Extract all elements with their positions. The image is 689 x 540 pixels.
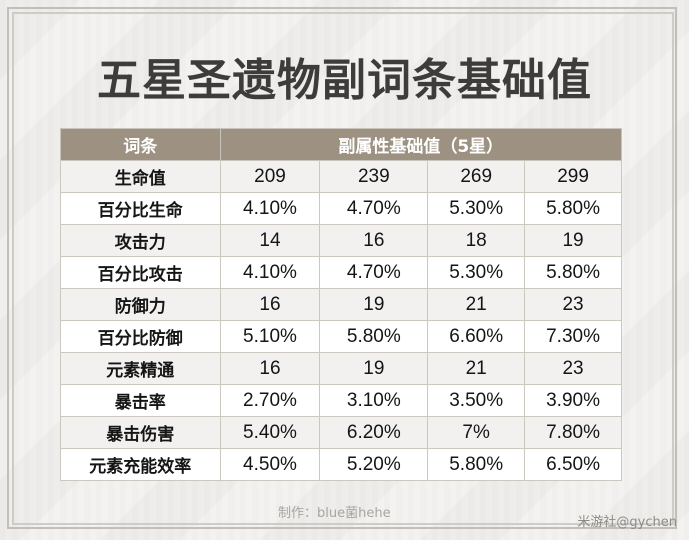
cell-value: 16 xyxy=(219,288,321,321)
cell-value: 19 xyxy=(319,352,429,385)
cell-value: 6.60% xyxy=(427,320,526,353)
table-row: 百分比生命 4.10% 4.70% 5.30% 5.80% xyxy=(60,192,622,225)
cell-value: 19 xyxy=(524,224,622,257)
substat-table: 词条 副属性基础值（5星） 生命值 209 239 269 299 百分比生命 … xyxy=(60,128,623,481)
cell-value: 2.70% xyxy=(219,384,321,417)
table-row: 攻击力 14 16 18 19 xyxy=(60,224,622,257)
author-credit: 制作：blue菌hehe xyxy=(278,506,391,521)
row-label: 百分比防御 xyxy=(60,320,221,353)
cell-value: 299 xyxy=(524,160,622,193)
cell-value: 6.20% xyxy=(319,416,429,449)
table-row: 生命值 209 239 269 299 xyxy=(60,160,622,193)
inner-frame xyxy=(12,12,674,525)
cell-value: 5.80% xyxy=(427,448,526,481)
cell-value: 6.50% xyxy=(524,448,622,481)
row-label: 百分比生命 xyxy=(60,192,221,225)
table-row: 防御力 16 19 21 23 xyxy=(60,288,622,321)
cell-value: 3.50% xyxy=(427,384,526,417)
cell-value: 4.10% xyxy=(219,256,321,289)
cell-value: 4.10% xyxy=(219,192,321,225)
cell-value: 7% xyxy=(427,416,526,449)
cell-value: 23 xyxy=(524,352,622,385)
table-row: 百分比攻击 4.10% 4.70% 5.30% 5.80% xyxy=(60,256,622,289)
cell-value: 21 xyxy=(427,352,526,385)
row-label: 百分比攻击 xyxy=(60,256,221,289)
table-row: 暴击率 2.70% 3.10% 3.50% 3.90% xyxy=(60,384,622,417)
cell-value: 3.10% xyxy=(319,384,429,417)
page-title: 五星圣遗物副词条基础值 xyxy=(97,55,592,106)
table-row: 百分比防御 5.10% 5.80% 6.60% 7.30% xyxy=(60,320,622,353)
cell-value: 18 xyxy=(427,224,526,257)
header-base-values: 副属性基础值（5星） xyxy=(219,128,623,161)
header-stat-name: 词条 xyxy=(60,128,221,161)
cell-value: 5.80% xyxy=(524,192,622,225)
cell-value: 5.80% xyxy=(319,320,429,353)
cell-value: 3.90% xyxy=(524,384,622,417)
row-label: 暴击率 xyxy=(60,384,221,417)
row-label: 生命值 xyxy=(60,160,221,193)
cell-value: 16 xyxy=(219,352,321,385)
table-row: 暴击伤害 5.40% 6.20% 7% 7.80% xyxy=(60,416,622,449)
cell-value: 4.70% xyxy=(319,256,429,289)
cell-value: 14 xyxy=(219,224,321,257)
cell-value: 5.30% xyxy=(427,256,526,289)
cell-value: 4.70% xyxy=(319,192,429,225)
cell-value: 19 xyxy=(319,288,429,321)
outer-frame xyxy=(7,7,677,529)
row-label: 攻击力 xyxy=(60,224,221,257)
cell-value: 239 xyxy=(319,160,429,193)
cell-value: 7.80% xyxy=(524,416,622,449)
row-label: 元素精通 xyxy=(60,352,221,385)
cell-value: 5.20% xyxy=(319,448,429,481)
cell-value: 5.10% xyxy=(219,320,321,353)
table-header-row: 词条 副属性基础值（5星） xyxy=(60,128,623,161)
source-watermark: 米游社@gychen xyxy=(577,515,677,530)
cell-value: 23 xyxy=(524,288,622,321)
table-row: 元素充能效率 4.50% 5.20% 5.80% 6.50% xyxy=(60,448,622,481)
cell-value: 269 xyxy=(427,160,526,193)
cell-value: 5.30% xyxy=(427,192,526,225)
cell-value: 7.30% xyxy=(524,320,622,353)
cell-value: 21 xyxy=(427,288,526,321)
cell-value: 5.80% xyxy=(524,256,622,289)
row-label: 防御力 xyxy=(60,288,221,321)
cell-value: 16 xyxy=(319,224,429,257)
row-label: 元素充能效率 xyxy=(60,448,221,481)
cell-value: 5.40% xyxy=(219,416,321,449)
table-row: 元素精通 16 19 21 23 xyxy=(60,352,622,385)
cell-value: 209 xyxy=(219,160,321,193)
cell-value: 4.50% xyxy=(219,448,321,481)
row-label: 暴击伤害 xyxy=(60,416,221,449)
